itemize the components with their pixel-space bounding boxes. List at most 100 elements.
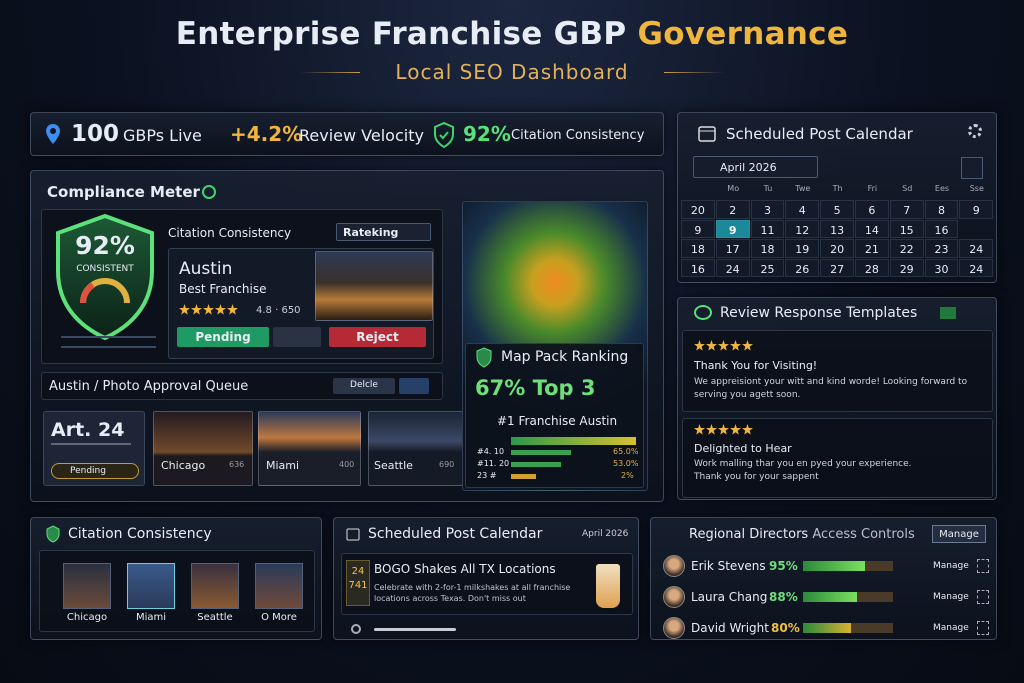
delete-button[interactable]: Delcle [333, 378, 395, 394]
title-main: Regional Directors [689, 527, 809, 542]
day-cell[interactable]: 22 [889, 239, 924, 258]
stars [694, 424, 753, 435]
compliance-panel: Compliance Meter 92% CONSISTENT Citation… [30, 170, 664, 502]
manage-button[interactable]: Manage [932, 525, 986, 543]
stars [179, 304, 238, 315]
bar [511, 462, 561, 467]
calendar-panel: Scheduled Post Calendar April 2026 Mo Tu T… [677, 112, 997, 283]
dropdown[interactable]: Rateking [336, 223, 431, 241]
day-cell[interactable]: 9 [959, 200, 994, 219]
day-cell[interactable]: 4 [785, 200, 820, 219]
review-count: 650 [281, 305, 301, 316]
day-cell[interactable]: 21 [855, 239, 889, 258]
day-cell[interactable]: 2 [715, 200, 750, 219]
listing-category: Best Franchise [179, 282, 267, 296]
day-cell[interactable]: 20 [820, 239, 854, 258]
day-cell[interactable]: 23 [924, 239, 959, 258]
avatar [663, 555, 685, 577]
reject-button[interactable]: Reject [329, 327, 426, 347]
day-cell[interactable]: 27 [820, 258, 854, 277]
day-cell[interactable]: 7 [889, 200, 924, 219]
day-cell[interactable]: 9 [681, 219, 715, 238]
panel-title: Review Response Templates [720, 305, 918, 321]
star [694, 340, 705, 351]
manage-link[interactable]: Manage [933, 561, 969, 571]
day-cell[interactable]: 19 [785, 239, 820, 258]
dropdown-text: Rateking [343, 226, 399, 239]
play-icon[interactable] [351, 624, 361, 634]
score-status: CONSISTENT [76, 264, 134, 274]
kpi-value: 92% [463, 122, 511, 146]
day-cell[interactable]: 6 [855, 200, 889, 219]
row-pct: 2% [621, 471, 634, 480]
day-cell[interactable]: 24 [959, 239, 994, 258]
more-button[interactable] [273, 327, 321, 347]
location-photo[interactable] [63, 563, 111, 609]
day-cell[interactable]: 30 [924, 258, 959, 277]
grid-button[interactable] [961, 157, 983, 179]
menu-button[interactable] [399, 378, 429, 394]
day-cell[interactable]: 5 [820, 200, 854, 219]
day-cell[interactable]: 24 [959, 258, 994, 277]
day-cell[interactable]: 8 [924, 200, 959, 219]
location-label: Chicago [66, 612, 108, 623]
manage-icon[interactable] [977, 590, 989, 604]
post-month: April 2026 [582, 529, 629, 539]
day-cell[interactable]: 12 [785, 219, 820, 238]
line [61, 336, 156, 338]
day-cell[interactable]: 18 [750, 239, 785, 258]
month-select[interactable]: April 2026 [693, 156, 818, 178]
day-cell[interactable]: 3 [750, 200, 785, 219]
item-label: Chicago [161, 459, 206, 472]
day-cell[interactable]: 14 [855, 219, 889, 238]
kpi-label: Citation Consistency [511, 128, 645, 143]
title-highlight: Governance [637, 16, 849, 52]
day-cell[interactable]: 24 [715, 258, 750, 277]
day-cell[interactable]: 9 [715, 219, 750, 238]
day-cell[interactable]: 13 [820, 219, 854, 238]
pending-button[interactable]: Pending [177, 327, 269, 347]
access-bar [803, 623, 851, 633]
day-cell[interactable]: 29 [889, 258, 924, 277]
date-box: 24 741 [346, 560, 370, 606]
status-dot [202, 185, 216, 199]
day-cell[interactable]: 18 [681, 239, 715, 258]
panel-title: Regional Directors Access Controls [689, 527, 915, 542]
item-label: Miami [266, 459, 300, 472]
manage-icon[interactable] [977, 559, 989, 573]
director-name: Erik Stevens [691, 559, 766, 573]
day-cell[interactable]: 25 [750, 258, 785, 277]
location-label: O More [261, 612, 297, 623]
date-code: 741 [348, 580, 368, 591]
day-cell[interactable]: 20 [681, 200, 715, 219]
day-cell[interactable]: 28 [855, 258, 889, 277]
rule [300, 72, 360, 73]
template-body: We appreisiont your witt and kind worde!… [694, 377, 968, 400]
director-name: Laura Chang [691, 590, 768, 604]
location-photo[interactable] [127, 563, 175, 609]
location-photo[interactable] [255, 563, 303, 609]
title-text: Enterprise Franchise GBP [175, 16, 627, 52]
star [730, 424, 741, 435]
manage-link[interactable]: Manage [933, 623, 969, 633]
row-label: #4. 10 [477, 447, 505, 456]
shake-icon [596, 564, 620, 608]
item-label: Seattle [374, 459, 413, 472]
day-cell[interactable]: 11 [750, 219, 785, 238]
map-pack-title: Map Pack Ranking [501, 349, 629, 365]
location-label: Miami [135, 612, 167, 623]
day-cell[interactable]: 15 [889, 219, 924, 238]
location-photo[interactable] [191, 563, 239, 609]
manage-icon[interactable] [977, 621, 989, 635]
day-cell[interactable]: 16 [924, 219, 959, 238]
day-cell[interactable]: 26 [785, 258, 820, 277]
day-cell[interactable]: 17 [715, 239, 750, 258]
weekday: Sd [902, 184, 913, 193]
badge [940, 307, 956, 319]
manage-link[interactable]: Manage [933, 592, 969, 602]
month-text: April 2026 [720, 161, 777, 174]
settings-icon[interactable] [968, 124, 982, 138]
day-cell[interactable]: 16 [681, 258, 715, 277]
kpi-label: Review Velocity [299, 126, 424, 145]
